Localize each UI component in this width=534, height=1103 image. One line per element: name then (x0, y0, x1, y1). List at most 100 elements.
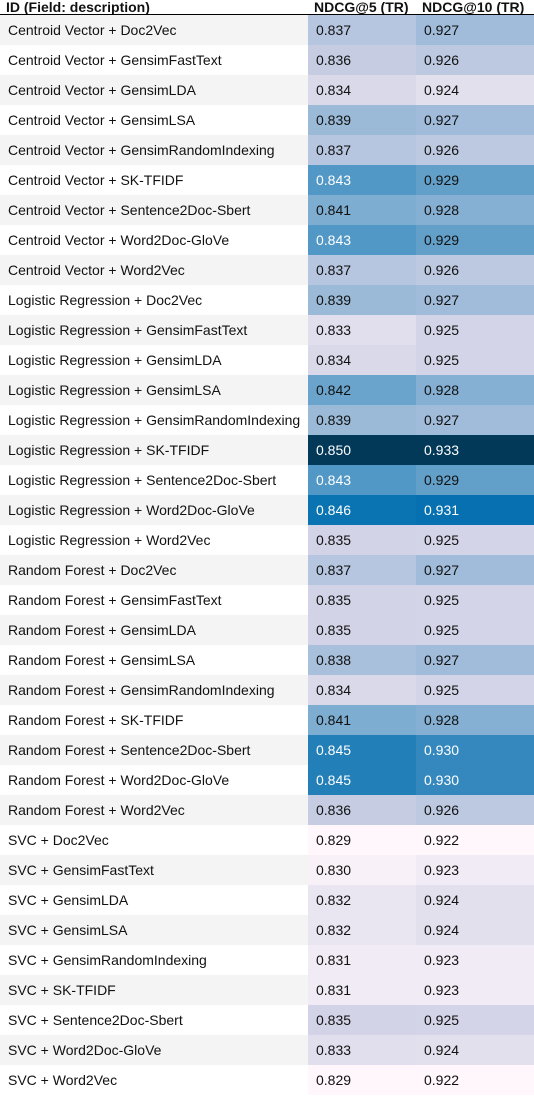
cell-ndcg5: 0.835 (308, 615, 416, 645)
cell-ndcg10: 0.927 (416, 105, 534, 135)
cell-id: Centroid Vector + Doc2Vec (0, 14, 308, 45)
cell-ndcg5: 0.833 (308, 1035, 416, 1065)
cell-id: Centroid Vector + GensimRandomIndexing (0, 135, 308, 165)
table-row: SVC + Word2Vec 0.829 0.922 (0, 1065, 534, 1095)
table-row: Logistic Regression + Word2Vec 0.835 0.925 (0, 525, 534, 555)
table-row: Random Forest + Word2Vec 0.836 0.926 (0, 795, 534, 825)
cell-id: Random Forest + Sentence2Doc-Sbert (0, 735, 308, 765)
cell-id: Logistic Regression + GensimRandomIndexi… (0, 405, 308, 435)
cell-ndcg10: 0.923 (416, 945, 534, 975)
header-ndcg5: NDCG@5 (TR) (308, 0, 416, 15)
table-row: Logistic Regression + SK-TFIDF 0.850 0.933 (0, 435, 534, 465)
cell-ndcg10: 0.930 (416, 735, 534, 765)
cell-id: SVC + GensimRandomIndexing (0, 945, 308, 975)
table-row: Random Forest + Doc2Vec 0.837 0.927 (0, 555, 534, 585)
cell-ndcg5: 0.850 (308, 435, 416, 465)
table-row: Logistic Regression + Doc2Vec 0.839 0.927 (0, 285, 534, 315)
cell-id: SVC + Doc2Vec (0, 825, 308, 855)
cell-ndcg10: 0.923 (416, 855, 534, 885)
cell-ndcg5: 0.845 (308, 735, 416, 765)
table-row: Random Forest + Sentence2Doc-Sbert 0.845 0… (0, 735, 534, 765)
table-row: SVC + GensimLSA 0.832 0.924 (0, 915, 534, 945)
cell-ndcg5: 0.835 (308, 1005, 416, 1035)
cell-id: Centroid Vector + SK-TFIDF (0, 165, 308, 195)
cell-id: Random Forest + Doc2Vec (0, 555, 308, 585)
cell-ndcg10: 0.925 (416, 1005, 534, 1035)
cell-ndcg5: 0.839 (308, 105, 416, 135)
cell-ndcg10: 0.929 (416, 225, 534, 255)
cell-ndcg10: 0.922 (416, 825, 534, 855)
cell-ndcg10: 0.927 (416, 555, 534, 585)
cell-id: Random Forest + GensimRandomIndexing (0, 675, 308, 705)
cell-ndcg10: 0.924 (416, 915, 534, 945)
cell-ndcg10: 0.929 (416, 465, 534, 495)
cell-id: Logistic Regression + GensimFastText (0, 315, 308, 345)
cell-ndcg5: 0.843 (308, 465, 416, 495)
cell-id: Logistic Regression + SK-TFIDF (0, 435, 308, 465)
cell-ndcg10: 0.927 (416, 405, 534, 435)
cell-ndcg10: 0.922 (416, 1065, 534, 1095)
cell-ndcg5: 0.833 (308, 315, 416, 345)
table-row: Centroid Vector + Sentence2Doc-Sbert 0.84… (0, 195, 534, 225)
table-row: SVC + GensimLDA 0.832 0.924 (0, 885, 534, 915)
cell-ndcg10: 0.927 (416, 645, 534, 675)
cell-ndcg5: 0.831 (308, 945, 416, 975)
cell-ndcg5: 0.839 (308, 405, 416, 435)
cell-id: Random Forest + GensimFastText (0, 585, 308, 615)
table-row: Random Forest + GensimRandomIndexing 0.83… (0, 675, 534, 705)
cell-ndcg10: 0.925 (416, 345, 534, 375)
cell-id: Logistic Regression + Word2Vec (0, 525, 308, 555)
cell-id: Logistic Regression + Word2Doc-GloVe (0, 495, 308, 525)
cell-ndcg10: 0.931 (416, 495, 534, 525)
table-row: Logistic Regression + GensimRandomIndexi… (0, 405, 534, 435)
cell-ndcg10: 0.925 (416, 675, 534, 705)
table-row: Logistic Regression + GensimLSA 0.842 0.92… (0, 375, 534, 405)
cell-ndcg10: 0.925 (416, 315, 534, 345)
cell-id: Logistic Regression + GensimLDA (0, 345, 308, 375)
cell-ndcg10: 0.927 (416, 285, 534, 315)
cell-id: SVC + GensimFastText (0, 855, 308, 885)
header-ndcg10: NDCG@10 (TR) (416, 0, 534, 15)
cell-id: Random Forest + Word2Vec (0, 795, 308, 825)
cell-id: Random Forest + Word2Doc-GloVe (0, 765, 308, 795)
table-row: Logistic Regression + GensimFastText 0.83… (0, 315, 534, 345)
cell-ndcg5: 0.834 (308, 345, 416, 375)
cell-ndcg5: 0.845 (308, 765, 416, 795)
table-row: Centroid Vector + SK-TFIDF 0.843 0.929 (0, 165, 534, 195)
cell-id: Random Forest + GensimLDA (0, 615, 308, 645)
table-row: Centroid Vector + GensimLSA 0.839 0.927 (0, 105, 534, 135)
cell-ndcg5: 0.836 (308, 45, 416, 75)
cell-ndcg5: 0.846 (308, 495, 416, 525)
cell-ndcg10: 0.926 (416, 795, 534, 825)
cell-ndcg5: 0.831 (308, 975, 416, 1005)
cell-ndcg10: 0.928 (416, 375, 534, 405)
table-row: Logistic Regression + Sentence2Doc-Sbert… (0, 465, 534, 495)
table-header: ID (Field: description) NDCG@5 (TR) NDCG… (0, 0, 534, 15)
header-row: ID (Field: description) NDCG@5 (TR) NDCG… (0, 0, 534, 15)
table-row: SVC + GensimRandomIndexing 0.831 0.923 (0, 945, 534, 975)
cell-id: SVC + GensimLSA (0, 915, 308, 945)
cell-ndcg5: 0.839 (308, 285, 416, 315)
table-row: SVC + GensimFastText 0.830 0.923 (0, 855, 534, 885)
cell-ndcg5: 0.841 (308, 195, 416, 225)
cell-id: Centroid Vector + GensimFastText (0, 45, 308, 75)
table-body: Centroid Vector + Doc2Vec 0.837 0.927 Centr… (0, 14, 534, 1095)
table-row: SVC + Doc2Vec 0.829 0.922 (0, 825, 534, 855)
cell-ndcg10: 0.926 (416, 45, 534, 75)
cell-ndcg10: 0.925 (416, 585, 534, 615)
table-row: Centroid Vector + Word2Vec 0.837 0.926 (0, 255, 534, 285)
cell-ndcg10: 0.926 (416, 135, 534, 165)
cell-ndcg10: 0.925 (416, 525, 534, 555)
cell-ndcg10: 0.929 (416, 165, 534, 195)
cell-id: Random Forest + SK-TFIDF (0, 705, 308, 735)
cell-ndcg10: 0.926 (416, 255, 534, 285)
cell-id: Centroid Vector + GensimLSA (0, 105, 308, 135)
cell-id: Random Forest + GensimLSA (0, 645, 308, 675)
table-row: Random Forest + GensimFastText 0.835 0.925 (0, 585, 534, 615)
cell-ndcg10: 0.930 (416, 765, 534, 795)
cell-ndcg10: 0.928 (416, 705, 534, 735)
cell-ndcg5: 0.838 (308, 645, 416, 675)
cell-id: Centroid Vector + Word2Vec (0, 255, 308, 285)
cell-ndcg10: 0.924 (416, 1035, 534, 1065)
